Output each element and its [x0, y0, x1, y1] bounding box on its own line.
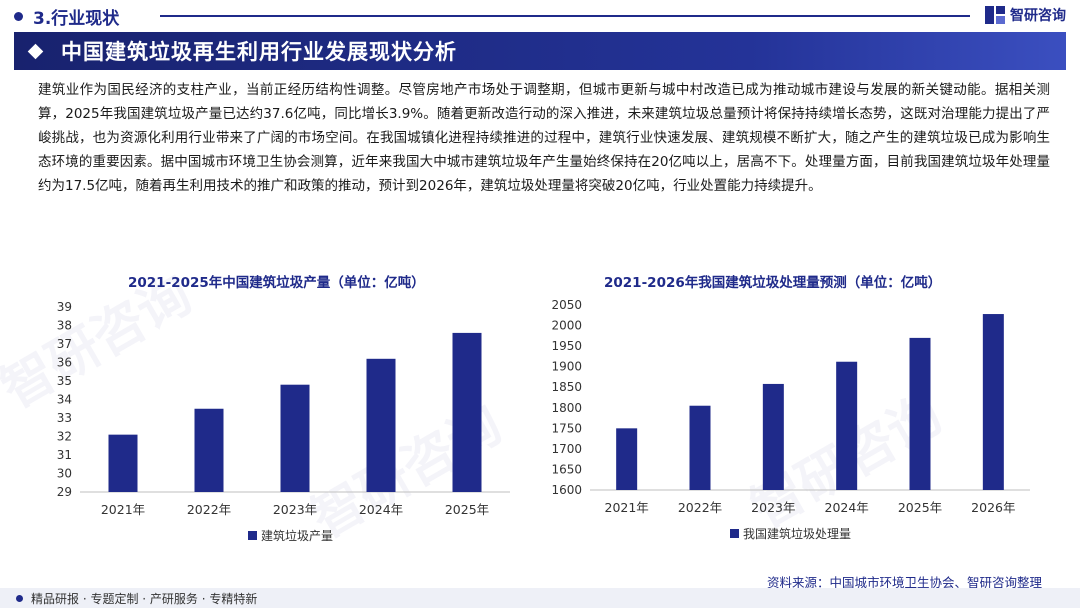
header-divider	[160, 15, 970, 17]
treatment-bar-chart: 1600 1650 1700 1750 1800 1850 1900 1950 2000 2050…	[551, 298, 1030, 541]
y-tick-label: 2050	[551, 298, 582, 312]
legend-label: 建筑垃圾产量	[261, 528, 333, 543]
x-tick-label: 2022年	[678, 500, 722, 515]
bar	[616, 428, 638, 490]
chart1-title: 2021-2025年中国建筑垃圾产量（单位：亿吨）	[128, 275, 425, 291]
bullet-icon	[14, 11, 23, 21]
bar	[108, 434, 138, 492]
y-tick-label: 33	[57, 411, 72, 425]
legend-swatch	[248, 531, 257, 540]
bar	[280, 384, 310, 492]
y-tick-label: 29	[57, 485, 72, 499]
x-tick-label: 2024年	[359, 502, 403, 517]
y-tick-label: 1850	[551, 380, 582, 394]
y-tick-label: 1750	[551, 421, 582, 435]
footer-text: 精品研报 · 专题定制 · 产研服务 · 专精特新	[31, 592, 258, 606]
x-tick-label: 2021年	[605, 500, 649, 515]
y-tick-label: 37	[57, 337, 72, 351]
y-tick-label: 1700	[551, 442, 582, 456]
y-tick-label: 1900	[551, 360, 582, 374]
section-title: 3.行业现状	[33, 8, 120, 29]
bar	[452, 332, 482, 492]
x-tick-label: 2023年	[273, 502, 317, 517]
bar	[762, 383, 784, 490]
x-tick-label: 2021年	[101, 502, 145, 517]
bar	[909, 337, 931, 490]
y-tick-label: 32	[57, 430, 72, 444]
y-tick-label: 38	[57, 319, 72, 333]
y-tick-label: 1800	[551, 401, 582, 415]
title-banner: 中国建筑垃圾再生利用行业发展现状分析	[14, 32, 1066, 70]
legend-swatch	[730, 529, 739, 538]
brand-logo: 智研咨询	[985, 5, 1066, 25]
y-tick-label: 1600	[551, 483, 582, 497]
footer-bar: 精品研报 · 专题定制 · 产研服务 · 专精特新	[0, 588, 1080, 608]
legend-label: 我国建筑垃圾处理量	[743, 526, 851, 541]
bar	[194, 408, 224, 492]
y-tick-label: 36	[57, 356, 72, 370]
bar	[366, 358, 396, 492]
y-tick-label: 1950	[551, 339, 582, 353]
body-paragraph: 建筑业作为国民经济的支柱产业，当前正经历结构性调整。尽管房地产市场处于调整期，但…	[38, 82, 1050, 194]
footer-bullet-icon	[16, 595, 23, 602]
x-tick-label: 2025年	[898, 500, 942, 515]
y-tick-label: 34	[57, 393, 72, 407]
y-tick-label: 35	[57, 374, 72, 388]
y-tick-label: 30	[57, 467, 72, 481]
page-title: 中国建筑垃圾再生利用行业发展现状分析	[61, 40, 457, 64]
chart2-title: 2021-2026年我国建筑垃圾处理量预测（单位：亿吨）	[604, 275, 942, 291]
x-tick-label: 2022年	[187, 502, 231, 517]
diamond-icon	[27, 43, 44, 59]
bar	[689, 405, 711, 490]
y-tick-label: 1650	[551, 462, 582, 476]
y-tick-label: 39	[57, 300, 72, 314]
section-header: 3.行业现状	[14, 4, 120, 29]
bar	[836, 361, 858, 490]
x-tick-label: 2026年	[971, 500, 1015, 515]
y-tick-label: 31	[57, 448, 72, 462]
logo-text: 智研咨询	[1010, 8, 1066, 24]
production-bar-chart: 29 30 31 32 33 34 35 36 37 38 39 2021年 2022年 2023年 202…	[57, 300, 510, 543]
x-tick-label: 2023年	[751, 500, 795, 515]
x-tick-label: 2025年	[445, 502, 489, 517]
source-note: 资料来源：中国城市环境卫生协会、智研咨询整理	[766, 575, 1042, 590]
bar	[982, 314, 1004, 490]
y-tick-label: 2000	[551, 319, 582, 333]
x-tick-label: 2024年	[825, 500, 869, 515]
logo-icon	[985, 6, 1005, 24]
